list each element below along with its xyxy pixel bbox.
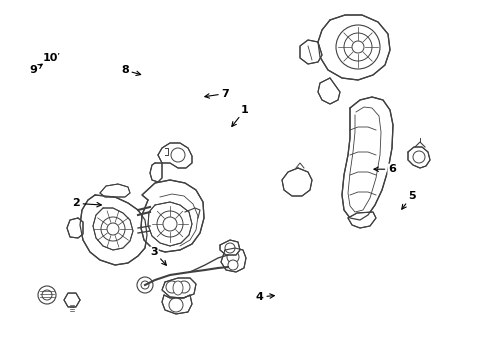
Polygon shape (220, 240, 240, 255)
Circle shape (344, 33, 372, 61)
Circle shape (171, 148, 185, 162)
Circle shape (101, 217, 125, 241)
Circle shape (169, 298, 183, 312)
Polygon shape (318, 15, 390, 80)
Text: 5: 5 (402, 191, 416, 209)
Polygon shape (93, 208, 133, 250)
Circle shape (38, 286, 56, 304)
Circle shape (157, 211, 183, 237)
Polygon shape (141, 180, 204, 252)
Circle shape (225, 243, 235, 253)
Text: 3: 3 (150, 247, 166, 265)
Polygon shape (282, 168, 312, 196)
Circle shape (107, 223, 119, 235)
Polygon shape (408, 147, 430, 168)
Circle shape (141, 281, 149, 289)
Text: 7: 7 (205, 89, 229, 99)
Circle shape (227, 251, 239, 263)
Circle shape (137, 277, 153, 293)
Text: 2: 2 (72, 198, 101, 208)
Polygon shape (318, 78, 340, 104)
Polygon shape (221, 248, 246, 272)
Text: 10: 10 (42, 53, 59, 63)
Polygon shape (80, 195, 147, 265)
Text: 1: 1 (232, 105, 249, 126)
Circle shape (228, 260, 238, 270)
Polygon shape (162, 278, 196, 298)
Ellipse shape (173, 281, 183, 295)
Text: 6: 6 (374, 164, 396, 174)
Text: 4: 4 (256, 292, 274, 302)
Circle shape (336, 25, 380, 69)
Polygon shape (342, 97, 393, 220)
Circle shape (163, 217, 177, 231)
Polygon shape (150, 163, 162, 182)
Text: 8: 8 (121, 65, 141, 76)
Polygon shape (300, 40, 322, 64)
Circle shape (42, 290, 52, 300)
Polygon shape (64, 293, 80, 307)
Circle shape (413, 151, 425, 163)
Polygon shape (100, 184, 130, 197)
Text: 9: 9 (29, 64, 42, 75)
Polygon shape (348, 212, 376, 228)
Circle shape (352, 41, 364, 53)
Circle shape (166, 281, 178, 293)
Circle shape (178, 281, 190, 293)
Polygon shape (67, 218, 83, 238)
Polygon shape (158, 143, 192, 168)
Polygon shape (162, 295, 192, 314)
Polygon shape (148, 202, 192, 246)
